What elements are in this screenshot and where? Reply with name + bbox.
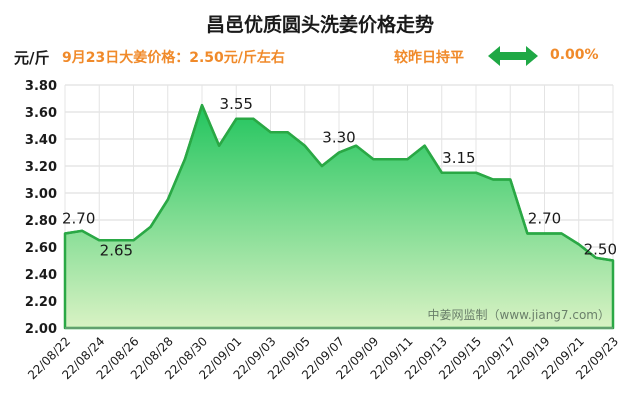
- price-info: 9月23日大姜价格：2.50元/斤左右: [62, 50, 285, 66]
- y-tick-label: 3.00: [25, 187, 57, 202]
- y-tick-label: 2.40: [25, 268, 57, 283]
- change-value: 0.00%: [550, 47, 599, 63]
- y-tick-label: 2.00: [25, 322, 57, 337]
- y-tick-label: 2.60: [25, 241, 57, 256]
- y-tick-label: 2.20: [25, 295, 57, 310]
- y-unit-label: 元/斤: [14, 49, 50, 67]
- data-label: 2.70: [62, 210, 95, 228]
- data-label: 3.30: [322, 129, 355, 147]
- y-tick-label: 3.60: [25, 106, 57, 121]
- chart-title: 昌邑优质圆头洗姜价格走势: [205, 14, 434, 36]
- data-label: 2.70: [528, 210, 561, 228]
- watermark: 中姜网监制（www.jiang7.com）: [428, 307, 610, 322]
- compare-text: 较昨日持平: [394, 50, 464, 66]
- y-tick-label: 2.80: [25, 214, 57, 229]
- price-line: [64, 103, 614, 262]
- double-arrow-icon: [488, 46, 538, 66]
- data-label: 2.65: [100, 241, 133, 259]
- data-label: 3.15: [442, 149, 475, 167]
- y-tick-label: 3.40: [25, 133, 57, 148]
- y-tick-label: 3.20: [25, 160, 57, 175]
- y-tick-label: 3.80: [25, 79, 57, 94]
- data-label: 2.50: [584, 241, 617, 259]
- data-label: 3.55: [220, 95, 253, 113]
